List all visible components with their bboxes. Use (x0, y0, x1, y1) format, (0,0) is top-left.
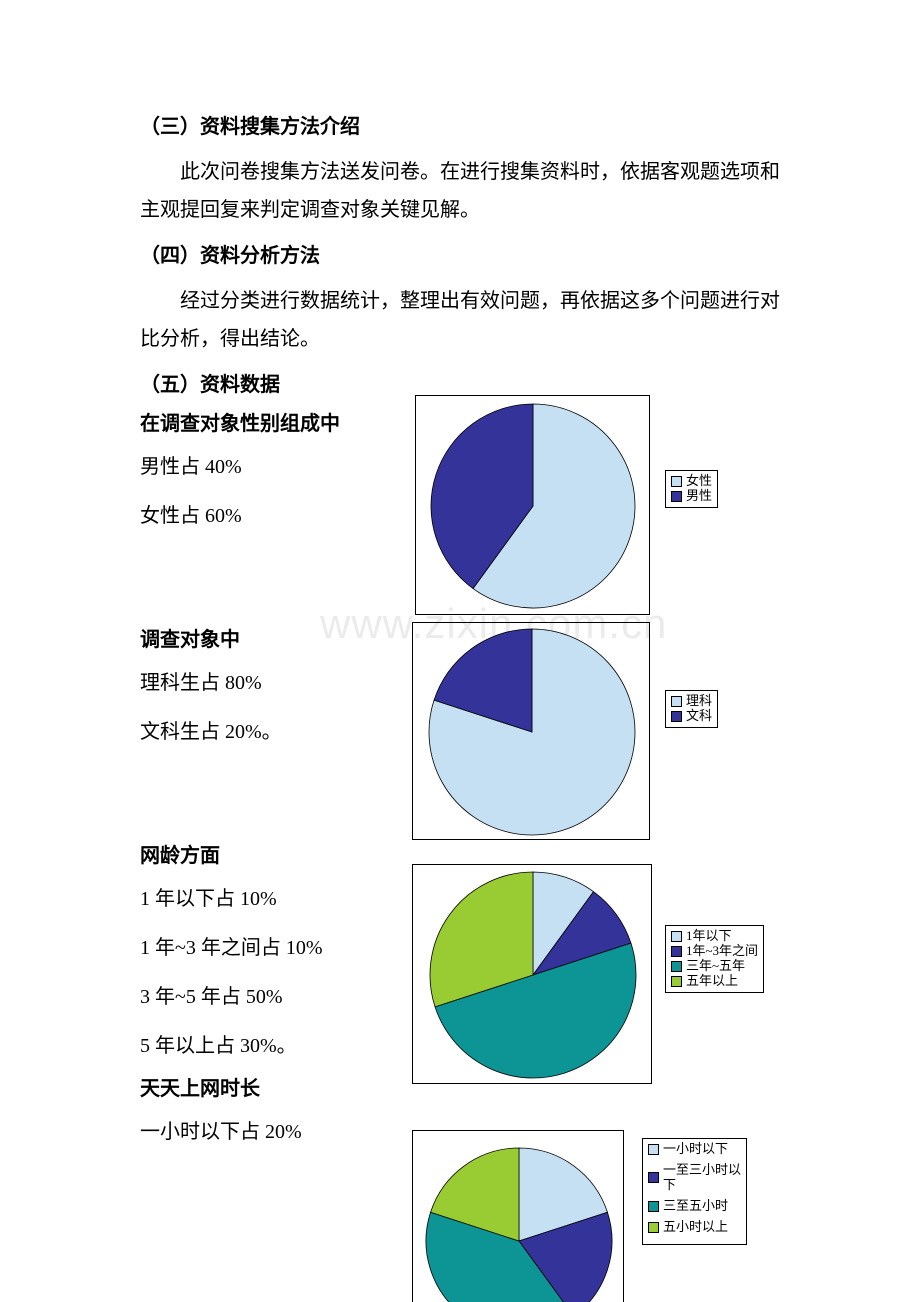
legend: 一小时以下 一至三小时以下 三至五小时 五小时以上 (642, 1138, 747, 1245)
legend-label: 五年以上 (686, 974, 738, 989)
legend-swatch (671, 931, 682, 942)
legend-item: 1年以下 (671, 929, 758, 944)
legend-label: 1年以下 (686, 929, 732, 944)
legend-label: 一至三小时以下 (663, 1163, 741, 1193)
chart2-box (412, 622, 650, 840)
legend-swatch (648, 1172, 659, 1183)
legend-swatch (671, 476, 682, 487)
legend-swatch (671, 711, 682, 722)
legend-label: 五小时以上 (663, 1220, 728, 1235)
legend-swatch (671, 696, 682, 707)
legend-swatch (648, 1144, 659, 1155)
legend-item: 三年~五年 (671, 959, 758, 974)
paragraph-4: 经过分类进行数据统计，整理出有效问题，再依据这多个问题进行对比分析，得出结论。 (140, 282, 780, 358)
legend-item: 文科 (671, 709, 712, 724)
legend-label: 文科 (686, 709, 712, 724)
legend-swatch (671, 946, 682, 957)
legend-item: 三至五小时 (648, 1199, 741, 1214)
legend-item: 理科 (671, 694, 712, 709)
legend-label: 理科 (686, 694, 712, 709)
legend-label: 女性 (686, 474, 712, 489)
chart4-box (412, 1130, 624, 1302)
legend-swatch (671, 976, 682, 987)
chart3-box (412, 864, 652, 1084)
legend-label: 1年~3年之间 (686, 944, 758, 959)
legend-item: 男性 (671, 489, 712, 504)
legend-item: 女性 (671, 474, 712, 489)
pie-svg (413, 865, 653, 1085)
legend-label: 三年~五年 (686, 959, 745, 974)
legend-label: 一小时以下 (663, 1142, 728, 1157)
pie-svg (413, 1131, 624, 1302)
legend-swatch (671, 961, 682, 972)
legend-label: 男性 (686, 489, 712, 504)
pie-svg (416, 396, 651, 616)
pie-svg (413, 623, 651, 841)
legend-item: 五年以上 (671, 974, 758, 989)
legend: 理科 文科 (665, 690, 718, 728)
legend-item: 一至三小时以下 (648, 1163, 741, 1193)
chart1-box (415, 395, 650, 615)
heading-4: （四）资料分析方法 (140, 239, 780, 268)
heading-5: （五）资料数据 (140, 368, 780, 397)
paragraph-3: 此次问卷搜集方法送发问卷。在进行搜集资料时，依据客观题选项和主观提回复来判定调查… (140, 153, 780, 229)
legend: 女性 男性 (665, 470, 718, 508)
heading-3: （三）资料搜集方法介绍 (140, 110, 780, 139)
legend-swatch (648, 1222, 659, 1233)
section-3: （三）资料搜集方法介绍 此次问卷搜集方法送发问卷。在进行搜集资料时，依据客观题选… (140, 110, 780, 229)
legend: 1年以下 1年~3年之间 三年~五年 五年以上 (665, 925, 764, 993)
legend-item: 一小时以下 (648, 1142, 741, 1157)
legend-swatch (671, 491, 682, 502)
legend-swatch (648, 1201, 659, 1212)
legend-item: 五小时以上 (648, 1220, 741, 1235)
legend-item: 1年~3年之间 (671, 944, 758, 959)
legend-label: 三至五小时 (663, 1199, 728, 1214)
section-4: （四）资料分析方法 经过分类进行数据统计，整理出有效问题，再依据这多个问题进行对… (140, 239, 780, 358)
